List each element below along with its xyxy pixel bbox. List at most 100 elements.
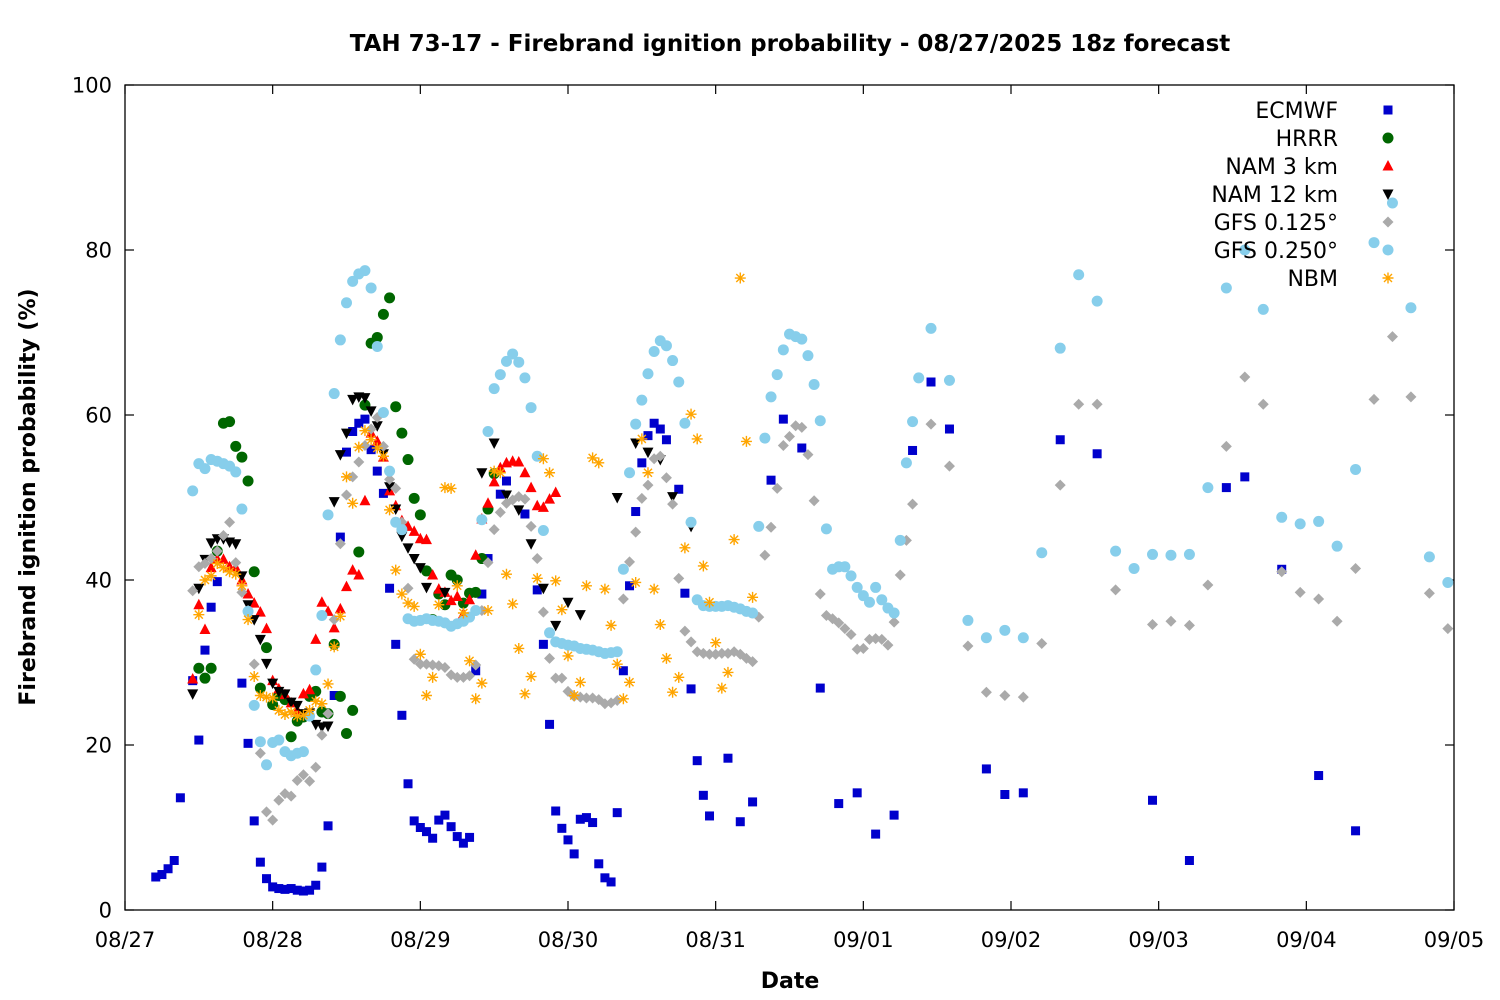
data-point [365, 282, 377, 294]
legend-marker [1382, 216, 1394, 228]
data-point [310, 664, 322, 676]
data-point [384, 473, 396, 485]
data-point [237, 678, 247, 688]
data-point [451, 590, 463, 601]
data-point [802, 350, 814, 362]
data-point [894, 569, 906, 581]
data-point [200, 645, 210, 655]
data-point [291, 774, 303, 786]
x-tick-label: 09/03 [1128, 928, 1189, 952]
legend: ECMWF HRRR NAM 3 km NAM 12 km GFS 0.125° GFS … [1211, 99, 1394, 292]
data-point [888, 607, 900, 619]
data-point [808, 378, 820, 390]
data-point [341, 471, 352, 483]
data-point [845, 570, 857, 582]
data-point [943, 460, 955, 472]
data-point [1351, 826, 1361, 836]
data-point [470, 659, 482, 671]
data-point [377, 407, 389, 419]
data-point [291, 710, 303, 722]
data-point [310, 633, 322, 644]
chart-title: TAH 73-17 - Firebrand ignition probabili… [350, 31, 1231, 57]
data-point [833, 617, 845, 629]
data-point [513, 456, 525, 467]
data-point [667, 498, 679, 510]
data-point [894, 534, 906, 546]
data-point [304, 683, 316, 695]
series-0 [151, 377, 1361, 896]
data-point [710, 637, 722, 649]
data-point [261, 642, 273, 654]
data-point [624, 467, 636, 479]
data-point [347, 564, 359, 575]
data-point [765, 391, 777, 403]
data-point [1220, 440, 1232, 452]
data-point [845, 628, 857, 640]
data-point [673, 671, 685, 683]
data-point [581, 813, 591, 823]
data-point [341, 489, 352, 501]
data-point [224, 416, 236, 428]
data-point [660, 652, 672, 664]
data-point [1110, 545, 1122, 557]
data-point [329, 691, 339, 700]
data-point [525, 481, 537, 493]
data-point [254, 690, 266, 701]
data-point [1202, 579, 1214, 591]
data-point [267, 814, 279, 826]
data-point [962, 640, 974, 652]
y-ticks: 0 20 40 60 80 100 [72, 74, 1454, 923]
data-point [551, 806, 561, 816]
data-point [1165, 549, 1177, 561]
data-point [328, 497, 340, 508]
data-point [907, 498, 919, 510]
data-point [556, 604, 568, 616]
data-point [322, 708, 334, 720]
legend-marker [1382, 244, 1394, 256]
data-point [414, 563, 426, 574]
data-point [999, 690, 1011, 701]
data-point [273, 794, 285, 806]
data-point [692, 756, 702, 766]
data-point [341, 428, 352, 440]
data-point [605, 619, 617, 631]
data-point [347, 275, 359, 287]
data-point [759, 549, 771, 561]
data-point [537, 501, 549, 512]
data-point [611, 658, 623, 670]
data-point [631, 507, 641, 517]
data-point [248, 658, 260, 670]
data-point [544, 627, 556, 639]
data-point [537, 606, 549, 618]
data-point [1073, 269, 1085, 281]
data-point [673, 376, 685, 388]
data-point [316, 698, 328, 710]
data-point [1239, 244, 1251, 256]
data-point [408, 492, 420, 504]
data-point [193, 662, 205, 674]
data-point [500, 568, 512, 580]
data-point [1092, 449, 1102, 459]
data-point [273, 734, 285, 746]
data-point [1386, 331, 1398, 343]
data-point [297, 687, 309, 699]
data-point [537, 583, 549, 595]
data-point [420, 582, 432, 594]
data-point [1183, 548, 1195, 560]
data-point [660, 472, 672, 484]
data-point [286, 884, 296, 894]
data-point [206, 602, 216, 612]
data-point [439, 661, 451, 673]
data-point [471, 666, 481, 676]
data-point [630, 418, 642, 430]
data-point [550, 672, 562, 684]
data-point [385, 583, 395, 593]
data-point [882, 639, 894, 651]
data-point [273, 704, 285, 716]
data-point [280, 884, 290, 894]
data-point [562, 597, 574, 609]
y-axis-label: Firebrand ignition probability (%) [16, 288, 41, 705]
x-tick-label: 09/04 [1276, 928, 1337, 952]
data-point [642, 467, 654, 479]
data-point [377, 440, 389, 452]
